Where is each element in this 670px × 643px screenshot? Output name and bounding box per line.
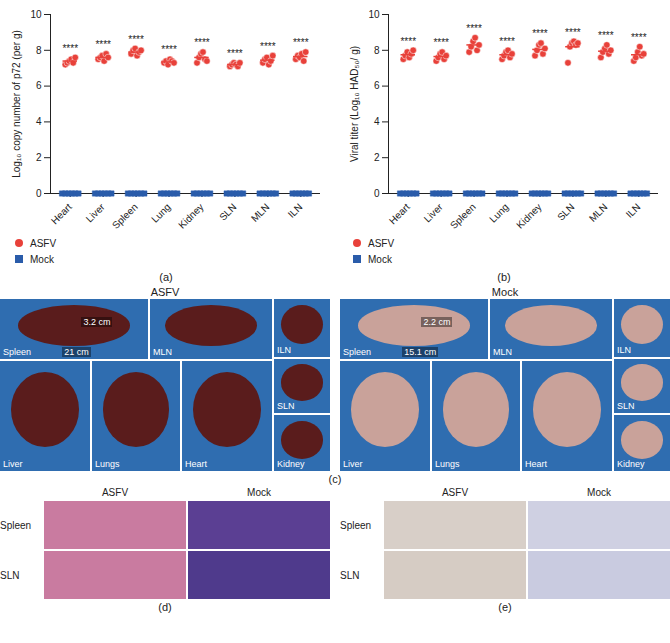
svg-text:Kidney: Kidney bbox=[514, 201, 543, 230]
html-text:Kidney: Kidney bbox=[277, 459, 305, 469]
html-text:SLN: SLN bbox=[340, 569, 360, 581]
html-text:Lungs: Lungs bbox=[95, 459, 120, 469]
html-text:MLN: MLN bbox=[153, 347, 172, 357]
svg-text:10: 10 bbox=[368, 9, 380, 20]
svg-text:ILN: ILN bbox=[286, 201, 305, 220]
svg-text:Liver: Liver bbox=[84, 201, 108, 225]
svg-text:Log₁₀ copy number of p72 (per: Log₁₀ copy number of p72 (per g) bbox=[11, 30, 22, 178]
html-text:ASFV: ASFV bbox=[150, 286, 180, 298]
svg-text:Heart: Heart bbox=[387, 201, 412, 226]
html-text:Mock: Mock bbox=[30, 253, 54, 265]
svg-text:Heart: Heart bbox=[49, 201, 74, 226]
html-text:SLN: SLN bbox=[617, 401, 635, 411]
svg-text:Lung: Lung bbox=[149, 201, 173, 225]
svg-text:****: **** bbox=[161, 44, 177, 55]
svg-text:SLN: SLN bbox=[555, 201, 577, 223]
svg-text:0: 0 bbox=[374, 188, 380, 199]
svg-text:Viral titer (Log₁₀ HAD₅₀/ g): Viral titer (Log₁₀ HAD₅₀/ g) bbox=[349, 46, 360, 162]
svg-text:****: **** bbox=[433, 37, 449, 48]
svg-text:6: 6 bbox=[374, 80, 380, 91]
html-text:Lungs: Lungs bbox=[435, 459, 460, 469]
html-text:MLN: MLN bbox=[493, 347, 512, 357]
html-text:ASFV: ASFV bbox=[30, 237, 57, 249]
svg-text:4: 4 bbox=[36, 116, 42, 127]
html-text:Liver: Liver bbox=[3, 459, 23, 469]
html-text:SLN: SLN bbox=[277, 401, 295, 411]
html-text:Spleen: Spleen bbox=[343, 347, 371, 357]
svg-text:Spleen: Spleen bbox=[110, 201, 140, 231]
svg-text:****: **** bbox=[128, 34, 144, 45]
svg-text:****: **** bbox=[532, 28, 548, 39]
svg-text:****: **** bbox=[565, 27, 581, 38]
svg-text:8: 8 bbox=[36, 45, 42, 56]
html-text:ILN: ILN bbox=[617, 345, 631, 355]
svg-text:Spleen: Spleen bbox=[448, 201, 478, 231]
html-text:Kidney: Kidney bbox=[617, 459, 645, 469]
html-text:(c): (c) bbox=[328, 473, 342, 485]
svg-text:****: **** bbox=[293, 37, 309, 48]
svg-text:0: 0 bbox=[36, 188, 42, 199]
svg-text:Lung: Lung bbox=[487, 201, 511, 225]
svg-text:2: 2 bbox=[36, 152, 42, 163]
svg-text:ILN: ILN bbox=[624, 201, 643, 220]
html-text:Heart: Heart bbox=[525, 459, 547, 469]
html-text:Mock: Mock bbox=[368, 253, 392, 265]
svg-text:****: **** bbox=[631, 32, 647, 43]
svg-text:MLN: MLN bbox=[249, 201, 272, 224]
svg-text:****: **** bbox=[499, 36, 515, 47]
html-text:Spleen: Spleen bbox=[3, 347, 31, 357]
html-text:(b): (b) bbox=[497, 271, 511, 283]
html-text:Spleen: Spleen bbox=[340, 519, 372, 531]
html-text:Mock: Mock bbox=[587, 487, 611, 498]
svg-text:10: 10 bbox=[30, 9, 42, 20]
html-text:ASFV: ASFV bbox=[441, 487, 469, 498]
svg-text:Kidney: Kidney bbox=[176, 201, 205, 230]
svg-text:MLN: MLN bbox=[587, 201, 610, 224]
html-text:ASFV: ASFV bbox=[101, 487, 129, 498]
svg-text:****: **** bbox=[598, 30, 614, 41]
html-text:Mock: Mock bbox=[491, 286, 519, 298]
svg-text:****: **** bbox=[260, 41, 276, 52]
svg-text:****: **** bbox=[62, 43, 78, 54]
svg-text:2: 2 bbox=[374, 152, 380, 163]
svg-text:****: **** bbox=[95, 39, 111, 50]
html-text:SLN: SLN bbox=[0, 569, 20, 581]
html-text:ILN: ILN bbox=[277, 345, 291, 355]
svg-text:****: **** bbox=[194, 37, 210, 48]
html-text:Mock: Mock bbox=[247, 487, 271, 498]
html-text:(e): (e) bbox=[498, 601, 512, 613]
html-text:3.2 cm: 3.2 cm bbox=[83, 317, 111, 327]
html-text:21 cm: 21 cm bbox=[64, 347, 89, 357]
html-text:ASFV: ASFV bbox=[368, 237, 395, 249]
svg-text:6: 6 bbox=[36, 80, 42, 91]
html-text:(a): (a) bbox=[159, 271, 173, 283]
html-text:Spleen: Spleen bbox=[0, 519, 32, 531]
html-text:Heart: Heart bbox=[185, 459, 207, 469]
svg-text:4: 4 bbox=[374, 116, 380, 127]
svg-text:Liver: Liver bbox=[422, 201, 446, 225]
svg-text:****: **** bbox=[400, 36, 416, 47]
html-text:15.1 cm: 15.1 cm bbox=[404, 347, 437, 357]
html-text:Liver: Liver bbox=[343, 459, 363, 469]
svg-text:****: **** bbox=[466, 23, 482, 34]
svg-text:SLN: SLN bbox=[217, 201, 239, 223]
svg-text:****: **** bbox=[227, 48, 243, 59]
svg-text:8: 8 bbox=[374, 45, 380, 56]
html-text:2.2 cm: 2.2 cm bbox=[423, 317, 451, 327]
html-text:(d): (d) bbox=[158, 601, 172, 613]
